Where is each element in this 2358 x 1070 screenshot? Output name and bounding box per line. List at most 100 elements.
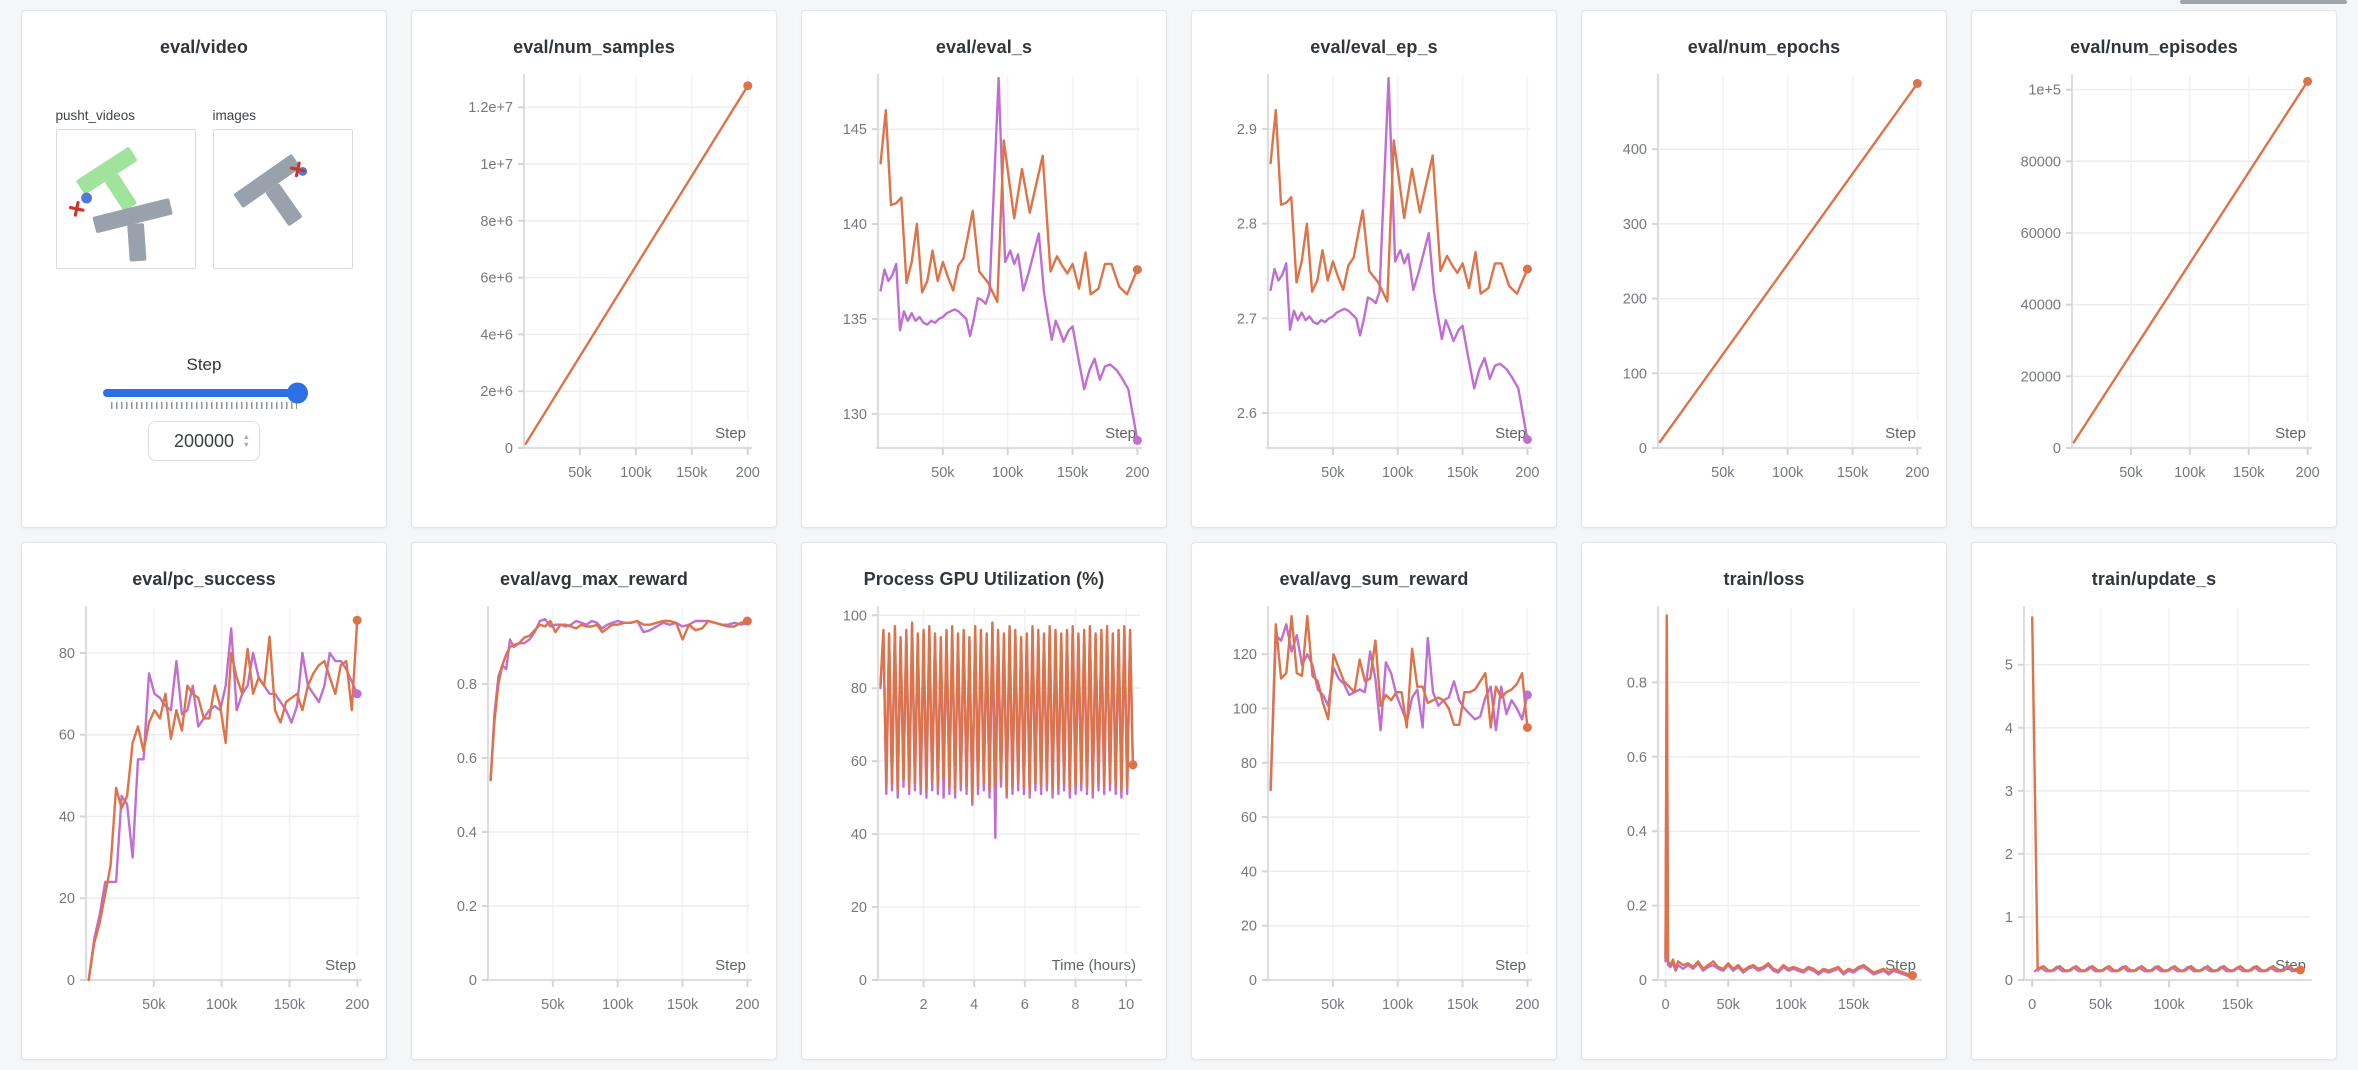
chart-canvas-eval-eval-ep-s[interactable]: 2.6 2.7 2.8 2.9 50k 100k 150k 200 Step (1204, 66, 1544, 498)
chart-title: eval/num_epochs (1687, 37, 1841, 57)
series-line-purple-run (489, 617, 749, 782)
grid-lines (878, 76, 1140, 448)
chart-title: eval/num_episodes (2070, 37, 2238, 57)
tick-labels: 0 100 200 300 400 50k 100k 150k 200 (1623, 142, 1930, 481)
svg-text:3: 3 (2005, 784, 2013, 800)
step-slider[interactable] (103, 382, 308, 409)
svg-text:60: 60 (851, 754, 867, 770)
svg-text:50k: 50k (931, 465, 955, 481)
x-axis-label: Step (1485, 954, 1528, 975)
svg-text:100k: 100k (1382, 997, 1414, 1013)
svg-text:100k: 100k (620, 465, 652, 481)
series-line-orange-run (1269, 614, 1529, 792)
x-axis-label: Step (2265, 422, 2308, 443)
svg-text:0.6: 0.6 (1627, 750, 1647, 766)
svg-text:60: 60 (59, 728, 75, 744)
series-line-purple-run (1269, 76, 1529, 441)
axis-lines (482, 606, 752, 987)
svg-text:6: 6 (1021, 997, 1029, 1013)
svg-text:0.6: 0.6 (457, 751, 477, 767)
series-end-dot-orange-run (742, 616, 752, 626)
svg-text:150k: 150k (1447, 997, 1479, 1013)
svg-text:200: 200 (1515, 997, 1539, 1013)
stepper-down-icon[interactable]: ▼ (242, 440, 250, 449)
chart-canvas-eval-avg-max-reward[interactable]: 0 0.2 0.4 0.6 0.8 50k 100k 150k 200 Step (424, 598, 764, 1030)
tick-labels: 0 20 40 60 80 100 2 4 6 8 10 (843, 608, 1134, 1013)
svg-text:1.2e+7: 1.2e+7 (468, 100, 513, 116)
svg-text:40: 40 (59, 809, 75, 825)
svg-text:100k: 100k (1382, 465, 1414, 481)
chart-title: train/update_s (2091, 569, 2217, 589)
chart-title: eval/num_samples (513, 37, 675, 57)
tick-labels: 130 135 140 145 50k 100k 150k 200 (843, 122, 1150, 481)
series-line-orange-run (879, 621, 1135, 803)
step-value[interactable]: 200000 (173, 430, 235, 451)
svg-text:6e+6: 6e+6 (480, 271, 513, 287)
svg-text:80: 80 (59, 646, 75, 662)
svg-text:2: 2 (2005, 847, 2013, 863)
chart-canvas-eval-pc-success[interactable]: 0 20 40 60 80 50k 100k 150k 200 Step (34, 598, 374, 1030)
grid-lines (1268, 76, 1530, 448)
goal-cross-icon (68, 201, 85, 217)
pusht-video-thumbnail[interactable] (55, 129, 196, 269)
axis-lines (1652, 606, 1922, 987)
axis-lines (1652, 74, 1922, 455)
svg-text:200: 200 (1515, 465, 1539, 481)
svg-text:Step: Step (325, 957, 356, 974)
chart-canvas-eval-eval-s[interactable]: 130 135 140 145 50k 100k 150k 200 Step (814, 66, 1154, 498)
svg-text:100: 100 (1623, 366, 1647, 382)
svg-text:0: 0 (469, 973, 477, 989)
svg-text:0: 0 (1639, 441, 1647, 457)
svg-text:0: 0 (2053, 441, 2061, 457)
svg-text:50k: 50k (142, 997, 166, 1013)
tick-labels: 0 20000 40000 60000 80000 1e+5 50k 100k 150k 200 (2021, 83, 2320, 481)
chart-canvas-eval-num-episodes[interactable]: 0 20000 40000 60000 80000 1e+5 50k 100k 150k 200 S… (1984, 66, 2324, 498)
media-panel-title: eval/video (159, 37, 249, 57)
svg-text:Step: Step (1105, 425, 1136, 442)
chart-canvas-eval-num-epochs[interactable]: 0 100 200 300 400 50k 100k 150k 200 Step (1594, 66, 1934, 498)
svg-text:4: 4 (970, 997, 978, 1013)
step-slider-handle[interactable] (287, 382, 308, 404)
chart-canvas-eval-avg-sum-reward[interactable]: 0 20 40 60 80 100 120 50k 100k 150k 200 Step (1204, 598, 1544, 1030)
svg-text:0: 0 (1639, 973, 1647, 989)
svg-text:2.7: 2.7 (1237, 311, 1257, 327)
axis-lines (872, 74, 1142, 455)
step-slider-track[interactable] (103, 382, 308, 404)
svg-text:Step: Step (715, 425, 746, 442)
series-end-dot-orange-run (2303, 76, 2313, 86)
svg-text:80: 80 (1241, 756, 1257, 772)
x-axis-label: Step (1095, 422, 1138, 443)
axis-lines (2066, 74, 2312, 455)
svg-text:40: 40 (851, 827, 867, 843)
x-axis-label: Step (315, 954, 358, 975)
svg-text:100k: 100k (2174, 465, 2206, 481)
svg-text:40: 40 (1241, 864, 1257, 880)
svg-text:100k: 100k (1772, 465, 1804, 481)
stepper-up-icon[interactable]: ▲ (242, 432, 250, 441)
series-end-dot-purple-run (1522, 690, 1532, 700)
chart-canvas-eval-num-samples[interactable]: 0 2e+6 4e+6 6e+6 8e+6 1e+7 1.2e+7 50k 100k 150k 20… (424, 66, 764, 498)
chart-canvas-process-gpu-utilization[interactable]: 0 20 40 60 80 100 2 4 6 8 10 Time (hours) (814, 598, 1154, 1030)
series-end-dot-purple-run (352, 689, 362, 699)
step-number-input[interactable]: 200000 ▲ ▼ (148, 421, 260, 461)
svg-text:0.4: 0.4 (457, 825, 477, 841)
svg-text:150k: 150k (1447, 465, 1479, 481)
svg-text:200: 200 (735, 997, 759, 1013)
series-end-dot-orange-run (1132, 265, 1142, 275)
tick-labels: 0 1 2 3 4 5 0 50k 100k 150k (2005, 658, 2254, 1013)
horizontal-scrollbar-thumb[interactable] (2180, 0, 2347, 4)
chart-panel-eval-pc-success: eval/pc_success 0 20 40 60 80 50k 100k 150k 200 St… (21, 542, 387, 1060)
svg-text:0.8: 0.8 (457, 677, 477, 693)
chart-title: train/loss (1723, 569, 1805, 589)
svg-text:200: 200 (1125, 465, 1149, 481)
svg-text:100: 100 (1233, 701, 1257, 717)
media-item-pusht-videos: pusht_videos (55, 108, 196, 269)
series-line-orange-run (524, 84, 749, 445)
svg-text:2e+6: 2e+6 (480, 384, 513, 400)
images-thumbnail[interactable] (212, 129, 353, 269)
axis-lines (872, 606, 1142, 987)
svg-text:5: 5 (2005, 658, 2013, 674)
